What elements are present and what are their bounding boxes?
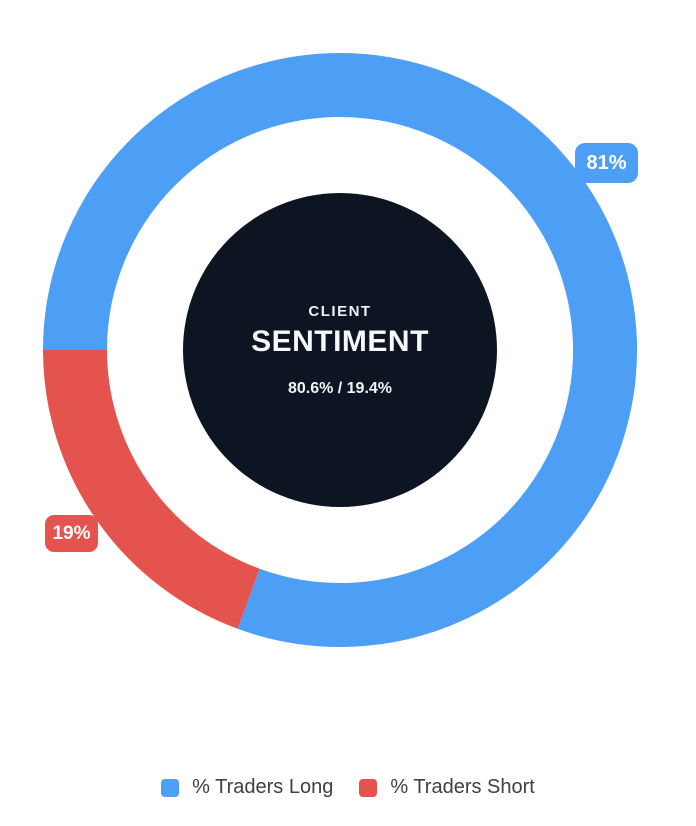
legend-label-long: % Traders Long [192,776,334,798]
donut-segment-long[interactable] [43,53,637,647]
legend: % Traders Long % Traders Short [0,776,696,799]
label-badge-long: 81% [575,143,638,183]
legend-swatch-short-icon [359,778,378,797]
label-badge-short: 19% [45,515,98,552]
donut-segment-short[interactable] [43,349,261,629]
donut-chart [43,53,637,647]
legend-label-short: % Traders Short [390,776,535,798]
legend-swatch-long-icon [161,778,180,797]
legend-item-long[interactable]: % Traders Long [161,776,333,799]
legend-item-short[interactable]: % Traders Short [359,776,535,799]
